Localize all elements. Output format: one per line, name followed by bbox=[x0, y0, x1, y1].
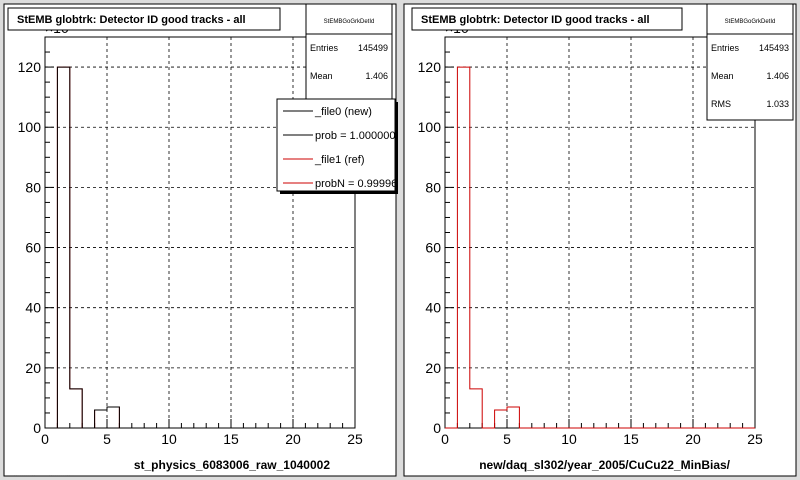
x-tick-label: 25 bbox=[747, 431, 763, 447]
x-tick-label: 20 bbox=[285, 431, 301, 447]
stats-mean-value: 1.406 bbox=[766, 71, 789, 81]
y-tick-label: 60 bbox=[25, 240, 41, 256]
chart-title: StEMB globtrk: Detector ID good tracks -… bbox=[17, 14, 246, 26]
y-tick-label: 0 bbox=[433, 420, 441, 436]
y-tick-label: 40 bbox=[25, 300, 41, 316]
x-tick-label: 0 bbox=[441, 431, 449, 447]
x-tick-label: 0 bbox=[41, 431, 49, 447]
x-tick-label: 15 bbox=[223, 431, 239, 447]
stats-entries-value: 145493 bbox=[759, 43, 789, 53]
stats-mean-label: Mean bbox=[711, 71, 734, 81]
title-box bbox=[7, 7, 281, 31]
stats-box bbox=[706, 3, 794, 121]
stats-name: StEMBGoGrkDetId bbox=[725, 19, 776, 25]
x-tick-label: 25 bbox=[347, 431, 363, 447]
histogram-outline bbox=[445, 66, 755, 429]
y-tick-label: 80 bbox=[425, 179, 441, 195]
x-axis-label: st_physics_6083006_raw_1040002 bbox=[134, 458, 330, 472]
x-tick-label: 5 bbox=[503, 431, 511, 447]
legend-box bbox=[276, 98, 396, 192]
y-tick-label: 100 bbox=[418, 119, 442, 135]
y-tick-label: 0 bbox=[33, 420, 41, 436]
y-tick-label: 60 bbox=[425, 240, 441, 256]
x-tick-label: 15 bbox=[623, 431, 639, 447]
x-axis-label: new/daq_sl302/year_2005/CuCu22_MinBias/ bbox=[479, 458, 730, 472]
stats-name: StEMBGoGrkDetId bbox=[324, 19, 375, 25]
stats-rms-value: 1.033 bbox=[766, 99, 789, 109]
legend: _file0 (new) prob = 1.000000 _file1 (ref) p… bbox=[276, 98, 403, 194]
y-tick-label: 120 bbox=[18, 59, 42, 75]
y-tick-label: 100 bbox=[18, 119, 42, 135]
x-tick-label: 5 bbox=[103, 431, 111, 447]
y-tick-label: 20 bbox=[425, 360, 441, 376]
grid-lines bbox=[445, 37, 755, 428]
x-tick-label: 10 bbox=[561, 431, 577, 447]
legend-entries: _file0 (new) prob = 1.000000 _file1 (ref) p… bbox=[283, 106, 403, 190]
stats-rms-label: RMS bbox=[711, 99, 731, 109]
stats-mean-label: Mean bbox=[310, 71, 333, 81]
stats-entries-value: 145499 bbox=[358, 43, 388, 53]
histogram-outline bbox=[45, 66, 355, 429]
stats-entries-label: Entries bbox=[310, 43, 339, 53]
legend-entry-label: prob = 1.000000 bbox=[315, 130, 395, 142]
y-tick-label: 120 bbox=[418, 59, 442, 75]
legend-entry-label: _file0 (new) bbox=[314, 106, 372, 118]
stats-mean-value: 1.406 bbox=[365, 71, 388, 81]
y-tick-label: 20 bbox=[25, 360, 41, 376]
x-tick-label: 10 bbox=[161, 431, 177, 447]
x-tick-label: 20 bbox=[685, 431, 701, 447]
legend-entry-label: _file1 (ref) bbox=[314, 154, 365, 166]
histogram-series--file0-new- bbox=[45, 66, 355, 429]
chart-title: StEMB globtrk: Detector ID good tracks -… bbox=[421, 14, 650, 26]
histogram-series-ref bbox=[445, 66, 755, 429]
y-tick-label: 40 bbox=[425, 300, 441, 316]
plot-area bbox=[444, 36, 756, 429]
legend-entry-label: probN = 0.999967 bbox=[315, 178, 403, 190]
footer-text: ................................... bbox=[6, 471, 74, 478]
y-tick-label: 80 bbox=[25, 179, 41, 195]
stats-entries-label: Entries bbox=[711, 43, 740, 53]
title-box bbox=[411, 7, 683, 31]
